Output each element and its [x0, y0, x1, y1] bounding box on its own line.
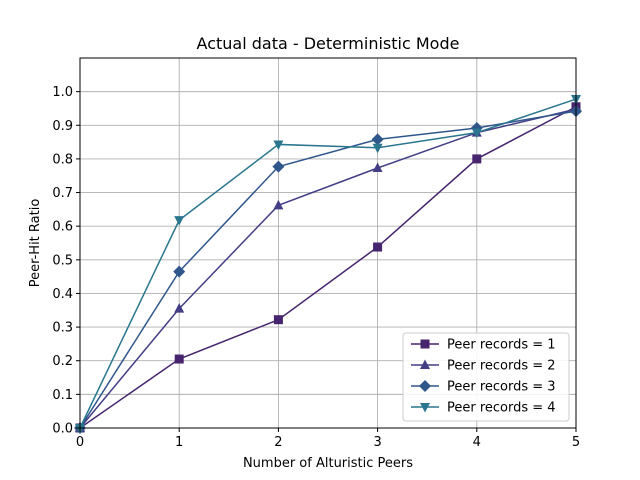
data-point — [173, 265, 186, 278]
legend-marker — [419, 380, 431, 392]
x-tick-label: 4 — [473, 435, 481, 450]
data-point — [372, 143, 383, 154]
data-point — [472, 154, 482, 164]
y-axis-label: Peer-Hit Ratio — [28, 199, 43, 288]
data-point — [372, 162, 383, 172]
legend-label: Peer records = 1 — [447, 338, 556, 353]
y-tick-label: 0.5 — [52, 253, 73, 268]
legend-marker — [420, 403, 430, 413]
data-point — [273, 140, 284, 150]
legend-label: Peer records = 4 — [447, 401, 556, 416]
legend-label: Peer records = 2 — [447, 359, 556, 374]
plot-frame — [79, 57, 577, 429]
legend-item: Peer records = 4 — [411, 401, 556, 416]
series-line — [79, 108, 577, 429]
legend-marker — [420, 339, 430, 349]
data-point — [174, 354, 184, 364]
x-tick-label: 2 — [274, 435, 282, 450]
y-tick-label: 0.8 — [52, 152, 73, 167]
y-tick-label: 0.3 — [52, 321, 73, 336]
data-point — [174, 303, 185, 313]
y-tick-label: 0.6 — [52, 220, 73, 235]
data-point — [273, 315, 283, 325]
data-point — [371, 133, 384, 146]
legend: Peer records = 1 Peer records = 2 Peer rec… — [402, 332, 570, 422]
axis-ticks: 0 1 2 3 4 5 0.0 0.1 0.2 0.3 0.4 0.5 0.6 0.7 0.8 0.9 1.0 — [52, 85, 580, 450]
y-tick-label: 0.1 — [52, 388, 73, 403]
data-point — [272, 160, 285, 173]
legend-marker — [420, 359, 430, 369]
x-axis-label: Number of Alturistic Peers — [243, 456, 413, 471]
legend-item: Peer records = 1 — [411, 338, 556, 353]
data-point — [273, 199, 284, 210]
x-tick-label: 1 — [175, 435, 183, 450]
x-tick-label: 5 — [572, 435, 580, 450]
x-tick-label: 0 — [76, 435, 84, 450]
series-line — [79, 110, 577, 429]
y-tick-label: 0.2 — [52, 354, 73, 369]
legend-item: Peer records = 2 — [411, 359, 556, 374]
y-tick-label: 0.9 — [52, 119, 73, 134]
y-tick-label: 0.0 — [52, 422, 73, 437]
series-line — [79, 106, 577, 429]
y-tick-label: 1.0 — [52, 85, 73, 100]
data-point — [373, 242, 383, 252]
series-layer — [74, 95, 582, 434]
chart-title: Actual data - Deterministic Mode — [197, 34, 460, 53]
data-point — [174, 216, 185, 226]
legend-item: Peer records = 3 — [411, 380, 556, 395]
legend-label: Peer records = 3 — [447, 380, 556, 395]
series-line — [79, 98, 577, 429]
data-point — [471, 128, 482, 139]
y-tick-label: 0.7 — [52, 186, 73, 201]
x-tick-label: 3 — [373, 435, 381, 450]
y-tick-label: 0.4 — [52, 287, 73, 302]
legend-box — [402, 332, 570, 422]
